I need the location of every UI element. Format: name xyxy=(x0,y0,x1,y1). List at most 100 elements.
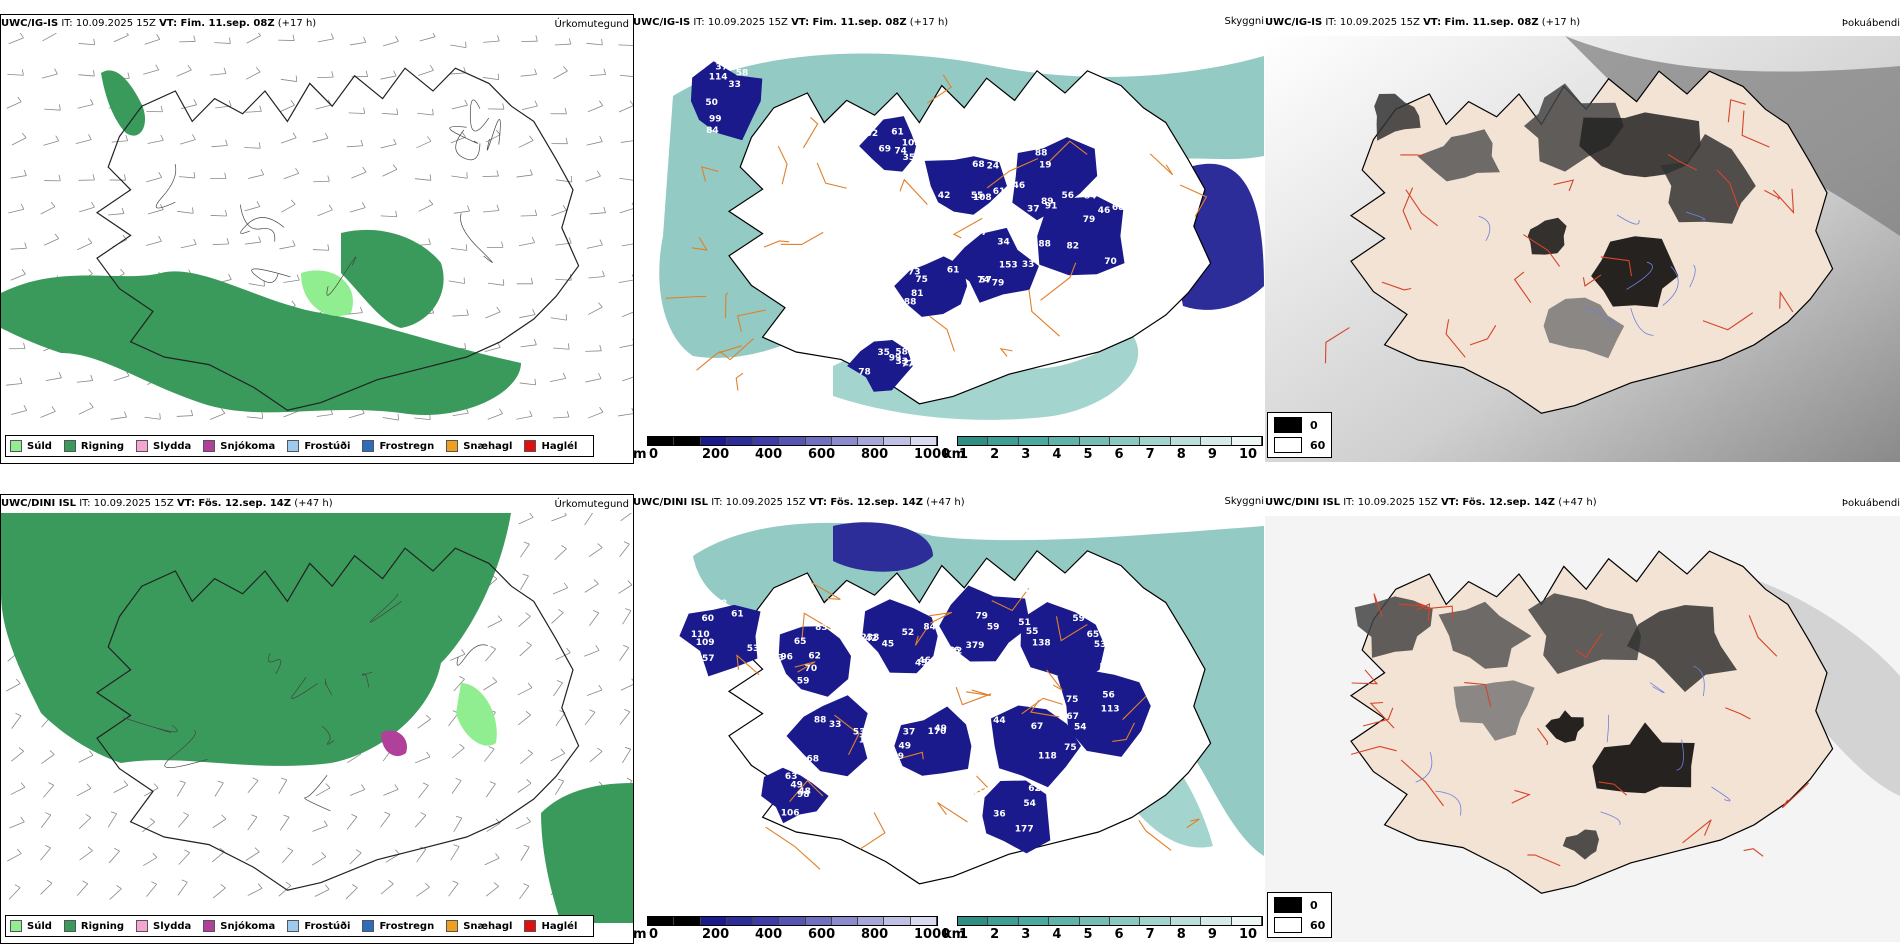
legend-swatch xyxy=(524,920,537,932)
wind-barb xyxy=(622,746,632,764)
colorbar-tick: 10 xyxy=(1239,927,1258,942)
wind-barb xyxy=(146,172,163,183)
fog-indicator-area xyxy=(1453,680,1535,741)
low-cloud-area xyxy=(690,61,763,141)
wind-barb xyxy=(517,710,531,726)
wind-barb xyxy=(521,35,538,42)
cloud-base-label: 62 xyxy=(1028,784,1041,794)
colorbar-strip xyxy=(957,436,1263,446)
wind-barb xyxy=(414,174,432,181)
wind-barb xyxy=(346,306,363,315)
wind-barb xyxy=(380,210,398,218)
wind-barb xyxy=(11,132,27,146)
fog-legend-item: 60 xyxy=(1274,437,1325,453)
wind-barb xyxy=(246,33,261,44)
fog-legend-item: 0 xyxy=(1274,417,1325,433)
rain-area xyxy=(101,70,146,136)
elevation-contour xyxy=(239,204,276,242)
wind-barb xyxy=(554,38,572,46)
road xyxy=(860,812,886,850)
wind-barb xyxy=(485,306,501,319)
wind-barb xyxy=(520,209,538,217)
cloud-base-label: 84 xyxy=(923,622,936,632)
cloud-base-label: 74 xyxy=(894,146,907,156)
river xyxy=(1693,665,1705,696)
wind-barb xyxy=(176,409,194,417)
cloud-base-label: 57 xyxy=(812,813,825,823)
wind-barb xyxy=(449,67,466,75)
wind-barb xyxy=(485,781,496,798)
elevation-contour xyxy=(361,671,373,688)
cloud-base-label: 42 xyxy=(938,191,951,201)
cloud-base-label: 58 xyxy=(736,69,749,79)
low-cloud-area xyxy=(924,156,1007,215)
road xyxy=(1667,153,1698,171)
wind-barb xyxy=(181,99,198,109)
wind-barb xyxy=(10,747,24,762)
elevation-contour xyxy=(455,129,481,161)
wind-barb xyxy=(351,166,367,179)
colorbar-step xyxy=(1018,917,1050,925)
cloud-base-label: 37 xyxy=(715,63,728,73)
elevation-contour xyxy=(155,164,177,209)
road xyxy=(991,587,1030,612)
colorbar-step xyxy=(1231,437,1263,445)
precip-panel-2: UWC/DINI ISL IT: 10.09.2025 15Z VT: Fös.… xyxy=(0,494,634,944)
wind-barb xyxy=(385,849,400,863)
legend-swatch xyxy=(203,920,216,932)
cloud-base-label: 88 xyxy=(1035,148,1048,158)
cloud-base-label: 45 xyxy=(882,639,895,649)
cloud-base-label: 33 xyxy=(896,357,909,367)
visibility-colorbar: km 1 2 3 4 5 6 7 8 9 10 xyxy=(943,436,1263,462)
elevation-contour xyxy=(267,652,282,675)
colorbar-tick: 5 xyxy=(1083,927,1093,942)
road xyxy=(937,802,968,823)
precip-legend-item: Slydda xyxy=(136,440,191,452)
road xyxy=(700,166,719,182)
wind-barb xyxy=(452,309,469,317)
road xyxy=(1725,707,1751,720)
road xyxy=(816,162,847,189)
cloud-base-label: 62 xyxy=(1114,666,1127,676)
legend-swatch xyxy=(136,440,149,452)
cloud-base-label: 91 xyxy=(862,119,875,129)
river xyxy=(1630,307,1654,336)
cloud-base-label: 48 xyxy=(798,787,811,797)
road xyxy=(929,315,955,352)
panel-variable: Þokuábendi xyxy=(1841,498,1900,509)
wind-barb xyxy=(482,73,500,80)
legend-label: 0 xyxy=(1310,898,1318,912)
wind-barb xyxy=(108,207,125,216)
wind-barb xyxy=(279,100,295,113)
colorbar-tick: 8 xyxy=(1176,927,1186,942)
wind-barb xyxy=(482,204,500,213)
cloud-base-label: 99 xyxy=(709,115,722,125)
wind-barb xyxy=(315,99,332,110)
cloud-base-label: 88 xyxy=(814,716,827,726)
wind-barb xyxy=(6,96,22,109)
cloud-base-area xyxy=(833,522,933,572)
road xyxy=(965,689,991,697)
cloud-base-label: 49 xyxy=(934,724,947,734)
river xyxy=(1616,214,1640,225)
wind-barb xyxy=(247,883,263,896)
cloud-base-label: 91 xyxy=(1045,201,1058,211)
wind-barb xyxy=(278,34,295,41)
road xyxy=(789,779,824,802)
road xyxy=(737,309,767,333)
wind-barb xyxy=(619,177,633,181)
wind-barb xyxy=(145,235,162,246)
wind-barb xyxy=(521,100,538,111)
coastline xyxy=(727,69,1212,405)
wind-barb xyxy=(451,172,468,179)
wind-barb xyxy=(107,811,118,828)
wind-barb xyxy=(244,142,261,149)
wind-barb xyxy=(349,36,367,46)
wind-barb xyxy=(147,134,164,144)
fog-indicator-area xyxy=(1591,236,1679,308)
wind-barb xyxy=(247,814,258,831)
wind-barb xyxy=(584,579,599,593)
cloud-base-colorbar: m 0 200 400 600 800 1000 xyxy=(633,916,950,942)
elevation-contour xyxy=(251,268,291,283)
wind-barb xyxy=(451,777,462,794)
